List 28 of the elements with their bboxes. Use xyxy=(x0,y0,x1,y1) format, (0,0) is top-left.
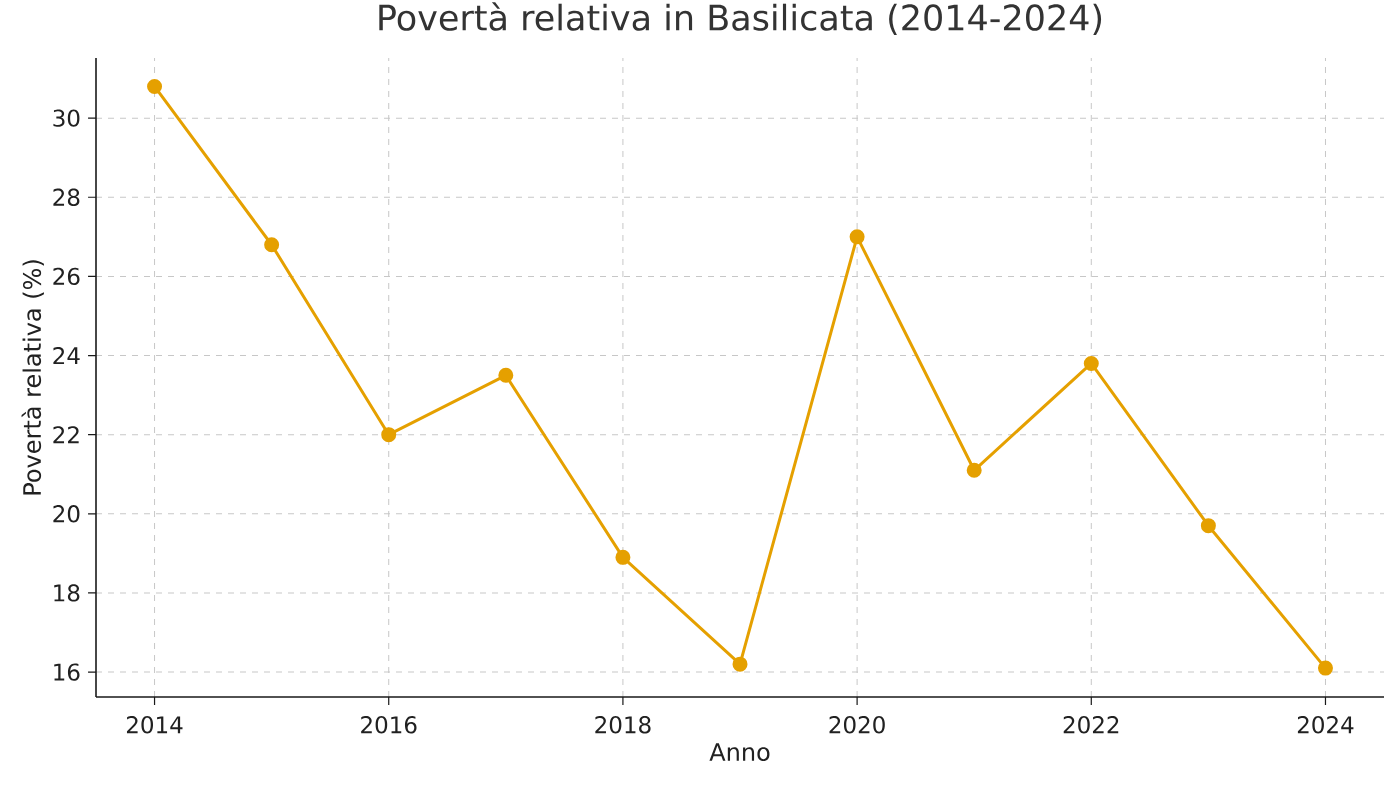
point xyxy=(147,78,163,94)
y-tick-label: 22 xyxy=(53,426,79,444)
x-axis-title: Anno xyxy=(709,743,770,762)
x-tick-label: 2016 xyxy=(361,716,417,734)
x-tick-label: 2022 xyxy=(1063,716,1119,734)
y-axis-title: Povertà relativa (%) xyxy=(21,260,44,495)
point xyxy=(1200,518,1216,534)
chart-title: Povertà relativa in Basilicata (2014-2024) xyxy=(379,2,1102,35)
y-tick-label: 24 xyxy=(53,347,80,365)
y-tick-label: 28 xyxy=(53,188,80,206)
point xyxy=(849,229,865,245)
point xyxy=(498,367,514,383)
y-tick-label: 26 xyxy=(53,267,80,286)
y-tick-label: 16 xyxy=(54,663,80,681)
x-tick-label: 2024 xyxy=(1297,716,1354,734)
point xyxy=(732,656,748,672)
point xyxy=(966,462,982,478)
point xyxy=(264,237,280,253)
point xyxy=(615,549,631,565)
point xyxy=(1317,660,1333,676)
x-tick-label: 2020 xyxy=(829,716,885,734)
y-tick-label: 30 xyxy=(53,109,80,127)
x-tick-label: 2018 xyxy=(595,716,651,734)
point xyxy=(1083,355,1099,371)
y-tick-label: 18 xyxy=(54,584,80,602)
y-tick-label: 20 xyxy=(53,505,80,523)
point xyxy=(381,427,397,443)
x-tick-label: 2014 xyxy=(126,716,183,734)
